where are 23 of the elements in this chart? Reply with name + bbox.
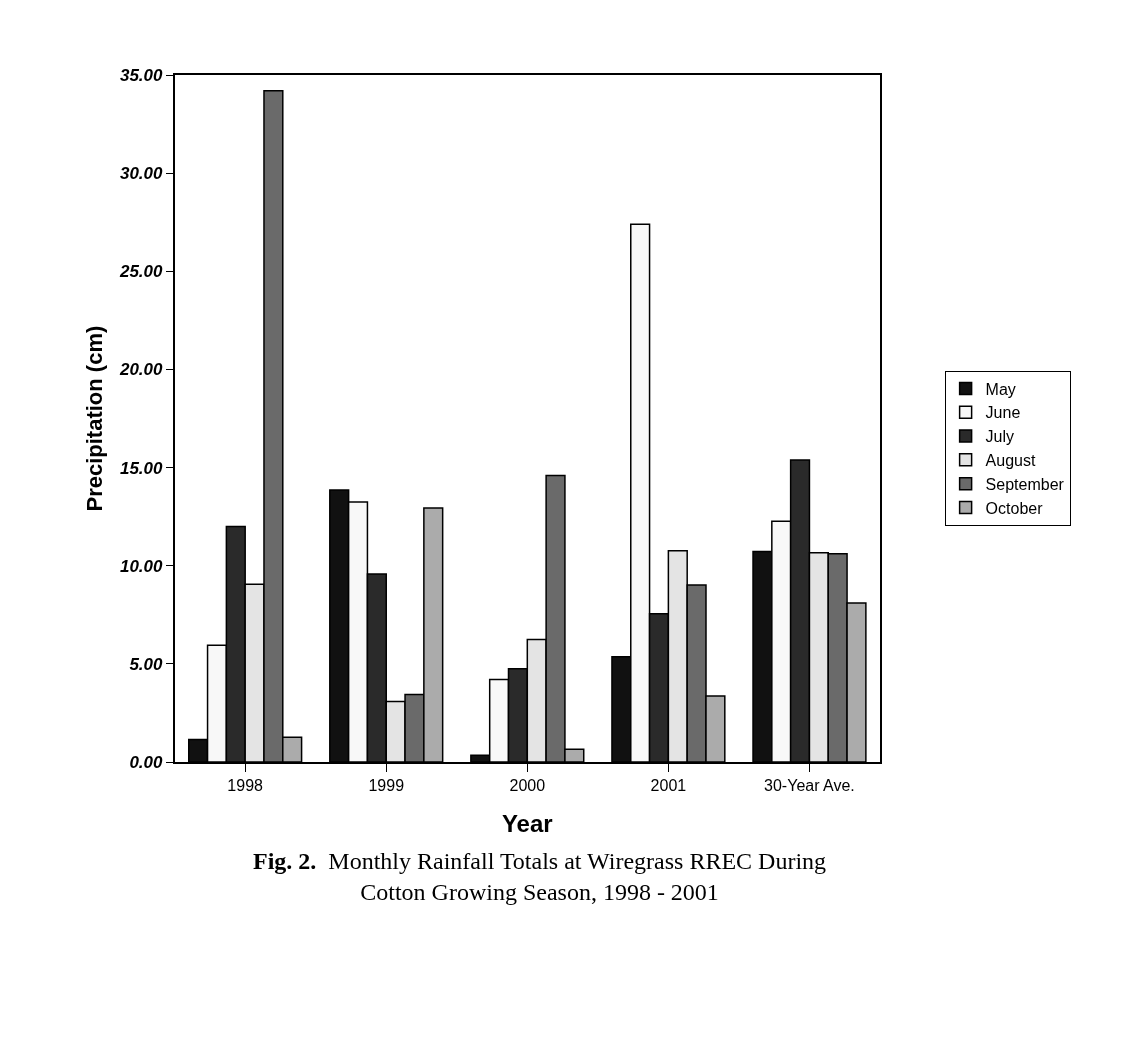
y-tick-label: 0.00	[129, 753, 164, 773]
y-tick-label: 25.00	[118, 262, 164, 282]
y-tick-label: 30.00	[119, 164, 164, 184]
x-tick-label: 1998	[227, 777, 264, 795]
legend-label: May	[985, 380, 1016, 398]
y-tick-label: 15.00	[119, 458, 164, 478]
y-axis-title: Precipitation (cm)	[82, 325, 108, 512]
y-tick-label: 10.00	[119, 556, 164, 576]
legend-label: July	[985, 428, 1015, 446]
text: Monthly Rainfall Totals at Wiregrass RREC During Cotton Growing Season, 1998 - 2001	[328, 848, 827, 906]
x-tick-label: 2001	[650, 777, 687, 795]
y-tick-label: 35.00	[119, 66, 164, 86]
x-axis-title: Year	[501, 809, 553, 837]
legend-label: September	[985, 475, 1065, 493]
x-tick-label: 30-Year Ave.	[764, 777, 855, 795]
legend-label: October	[985, 499, 1044, 517]
caption: Fig. 2.	[253, 848, 317, 874]
y-tick-label: 5.00	[129, 654, 164, 674]
y-tick-label: 20.00	[118, 360, 164, 380]
legend-label: August	[985, 452, 1036, 470]
x-tick-label: 1999	[368, 777, 405, 795]
legend-label: June	[985, 404, 1021, 422]
x-tick-label: 2000	[509, 777, 546, 795]
